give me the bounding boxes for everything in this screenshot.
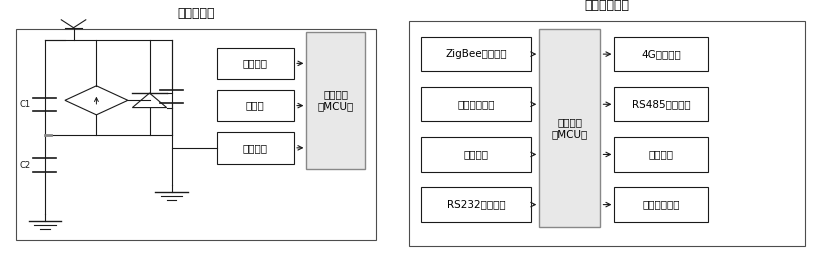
Bar — [539, 29, 600, 227]
Bar — [421, 137, 531, 172]
Bar — [217, 48, 294, 79]
Text: C1: C1 — [19, 100, 30, 109]
Bar — [217, 90, 294, 121]
Bar — [614, 187, 708, 222]
Text: 稳压模块: 稳压模块 — [243, 143, 268, 153]
Text: 数据采集终端: 数据采集终端 — [584, 0, 629, 12]
Bar — [306, 32, 365, 169]
Text: RS232维护端口: RS232维护端口 — [447, 200, 505, 210]
Bar — [614, 137, 708, 172]
Bar — [614, 87, 708, 121]
Text: C2: C2 — [19, 161, 30, 169]
Text: 通信模块: 通信模块 — [243, 58, 268, 68]
Bar — [421, 37, 531, 71]
Bar — [614, 37, 708, 71]
Text: 主控单元
（MCU）: 主控单元 （MCU） — [551, 117, 588, 139]
Text: 主控单元
（MCU）: 主控单元 （MCU） — [318, 89, 354, 111]
Bar — [408, 21, 805, 246]
Text: 接收天线模块: 接收天线模块 — [643, 200, 680, 210]
Text: RS485通信接口: RS485通信接口 — [632, 99, 690, 109]
Text: 以太网口: 以太网口 — [649, 149, 674, 159]
Text: ZigBee通信模块: ZigBee通信模块 — [445, 49, 507, 59]
Text: 测温传感器: 测温传感器 — [177, 7, 215, 20]
Text: 操作按键: 操作按键 — [463, 149, 489, 159]
Text: 4G通信模块: 4G通信模块 — [641, 49, 681, 59]
Bar — [421, 187, 531, 222]
Bar — [421, 87, 531, 121]
Text: 热电阻: 热电阻 — [246, 101, 265, 111]
Text: 液晶显示单元: 液晶显示单元 — [458, 99, 494, 109]
Bar — [217, 132, 294, 164]
Bar — [16, 29, 376, 240]
